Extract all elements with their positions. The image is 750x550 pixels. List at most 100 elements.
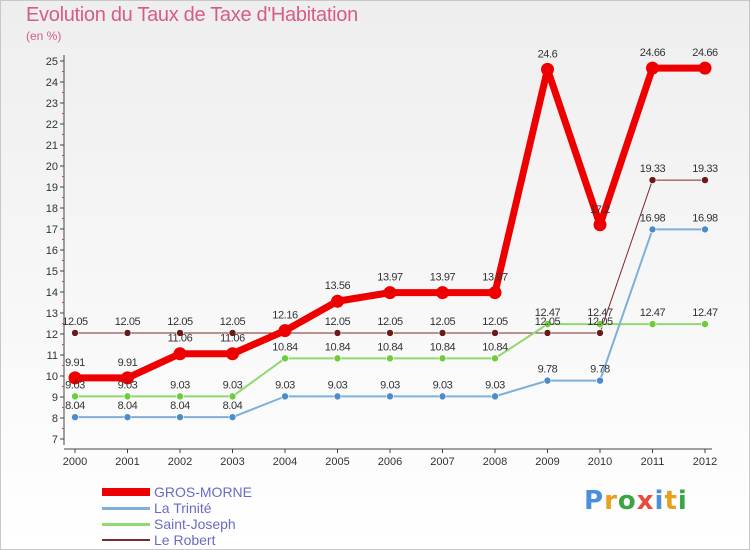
data-point-le-robert — [543, 329, 552, 337]
data-point-la-trinit- — [438, 392, 447, 401]
legend-swatch-le-robert — [102, 539, 150, 541]
data-point-la-trinit- — [701, 225, 709, 234]
data-point-le-robert — [333, 329, 342, 337]
data-label-saint-joseph: 10.84 — [430, 341, 456, 353]
data-label-la-trinit-: 16.98 — [692, 212, 718, 224]
data-point-le-robert — [438, 329, 447, 337]
y-tick-label: 15 — [46, 266, 58, 278]
data-label-gros-morne: 17.2 — [590, 204, 610, 216]
data-point-saint-joseph — [71, 392, 79, 401]
data-label-gros-morne: 9.91 — [118, 357, 138, 369]
x-tick-label: 2003 — [220, 456, 244, 468]
data-label-le-robert: 12.05 — [325, 316, 351, 328]
data-point-gros-morne — [646, 61, 659, 75]
x-tick-label: 2005 — [325, 456, 349, 468]
data-point-le-robert — [123, 329, 132, 337]
data-point-saint-joseph — [228, 392, 237, 401]
data-label-le-robert: 12.05 — [587, 316, 613, 328]
legend-item-la-trinit-: La Trinité — [102, 500, 302, 516]
data-label-saint-joseph: 10.84 — [325, 341, 351, 353]
x-tick-label: 2002 — [168, 456, 192, 468]
data-point-le-robert — [228, 329, 237, 337]
logo-letter: t — [664, 486, 678, 516]
data-point-la-trinit- — [333, 392, 342, 401]
data-point-la-trinit- — [543, 376, 552, 385]
x-tick-label: 2006 — [378, 456, 402, 468]
y-tick-label: 12 — [46, 329, 58, 341]
data-point-le-robert — [71, 329, 79, 337]
legend-swatch-gros-morne — [102, 488, 150, 496]
y-tick-label: 19 — [46, 182, 58, 194]
data-label-saint-joseph: 9.03 — [170, 379, 190, 391]
data-label-saint-joseph: 10.84 — [377, 341, 403, 353]
data-label-le-robert: 12.05 — [377, 316, 403, 328]
data-point-saint-joseph — [176, 392, 184, 401]
data-point-saint-joseph — [123, 392, 132, 401]
y-tick-label: 8 — [52, 413, 58, 425]
legend-label-le-robert: Le Robert — [154, 532, 216, 548]
data-label-gros-morne: 13.56 — [325, 280, 351, 292]
x-tick-label: 2010 — [588, 456, 612, 468]
x-tick-label: 2009 — [535, 456, 559, 468]
data-label-saint-joseph: 12.47 — [640, 307, 666, 319]
data-point-la-trinit- — [386, 392, 394, 401]
data-label-la-trinit-: 9.78 — [590, 364, 610, 376]
data-point-gros-morne — [278, 324, 292, 338]
data-label-saint-joseph: 12.47 — [535, 307, 561, 319]
logo-letter: i — [677, 486, 688, 516]
data-label-la-trinit-: 9.03 — [485, 379, 505, 391]
data-label-gros-morne: 9.91 — [65, 357, 85, 369]
data-point-gros-morne — [436, 286, 449, 300]
data-point-la-trinit- — [491, 392, 499, 401]
data-point-la-trinit- — [648, 225, 657, 234]
y-tick-label: 7 — [52, 434, 58, 446]
data-label-gros-morne: 12.16 — [272, 310, 298, 322]
data-label-gros-morne: 13.97 — [430, 272, 456, 284]
data-label-gros-morne: 11.06 — [220, 333, 245, 345]
legend-swatch-la-trinit- — [102, 506, 150, 510]
data-label-le-robert: 19.33 — [640, 163, 666, 175]
data-label-le-robert: 19.33 — [692, 163, 718, 175]
data-label-saint-joseph: 10.84 — [482, 341, 508, 353]
data-point-gros-morne — [698, 61, 712, 75]
data-label-le-robert: 12.05 — [62, 316, 88, 328]
data-label-le-robert: 12.05 — [430, 316, 456, 328]
x-tick-label: 2001 — [115, 456, 139, 468]
data-label-la-trinit-: 9.78 — [538, 364, 558, 376]
x-tick-label: 2007 — [430, 456, 454, 468]
data-point-la-trinit- — [176, 413, 184, 421]
y-tick-label: 16 — [46, 245, 58, 257]
data-point-saint-joseph — [648, 320, 657, 328]
legend-item-saint-joseph: Saint-Joseph — [102, 516, 302, 532]
data-point-la-trinit- — [71, 413, 79, 421]
y-tick-label: 21 — [46, 140, 58, 152]
legend-label-saint-joseph: Saint-Joseph — [154, 516, 236, 532]
y-tick-label: 13 — [46, 308, 58, 320]
logo-letter: P — [584, 486, 605, 516]
data-point-saint-joseph — [281, 354, 289, 363]
data-label-gros-morne: 24.66 — [692, 47, 718, 59]
legend-label-gros-morne: GROS-MORNE — [154, 484, 252, 500]
data-point-gros-morne — [173, 347, 187, 361]
data-label-la-trinit-: 9.03 — [380, 379, 400, 391]
data-point-gros-morne — [541, 62, 554, 76]
x-tick-label: 2000 — [63, 456, 87, 468]
legend-item-gros-morne: GROS-MORNE — [102, 484, 302, 500]
data-label-la-trinit-: 8.04 — [65, 400, 85, 412]
legend: GROS-MORNE La Trinité Saint-Joseph Le Rober… — [102, 484, 302, 548]
data-point-le-robert — [386, 329, 394, 337]
data-point-gros-morne — [331, 294, 344, 308]
y-tick-label: 11 — [47, 350, 58, 362]
data-label-le-robert: 12.05 — [167, 316, 193, 328]
data-point-la-trinit- — [123, 413, 132, 421]
chart-unit: (en %) — [26, 29, 62, 43]
data-label-le-robert: 12.05 — [220, 316, 246, 328]
x-tick-label: 2008 — [483, 456, 507, 468]
data-point-la-trinit- — [281, 392, 289, 401]
data-label-la-trinit-: 8.04 — [170, 400, 190, 412]
logo-letter: i — [654, 486, 665, 516]
data-label-saint-joseph: 9.03 — [118, 379, 138, 391]
y-tick-label: 9 — [52, 392, 58, 404]
y-tick-label: 22 — [46, 119, 58, 131]
